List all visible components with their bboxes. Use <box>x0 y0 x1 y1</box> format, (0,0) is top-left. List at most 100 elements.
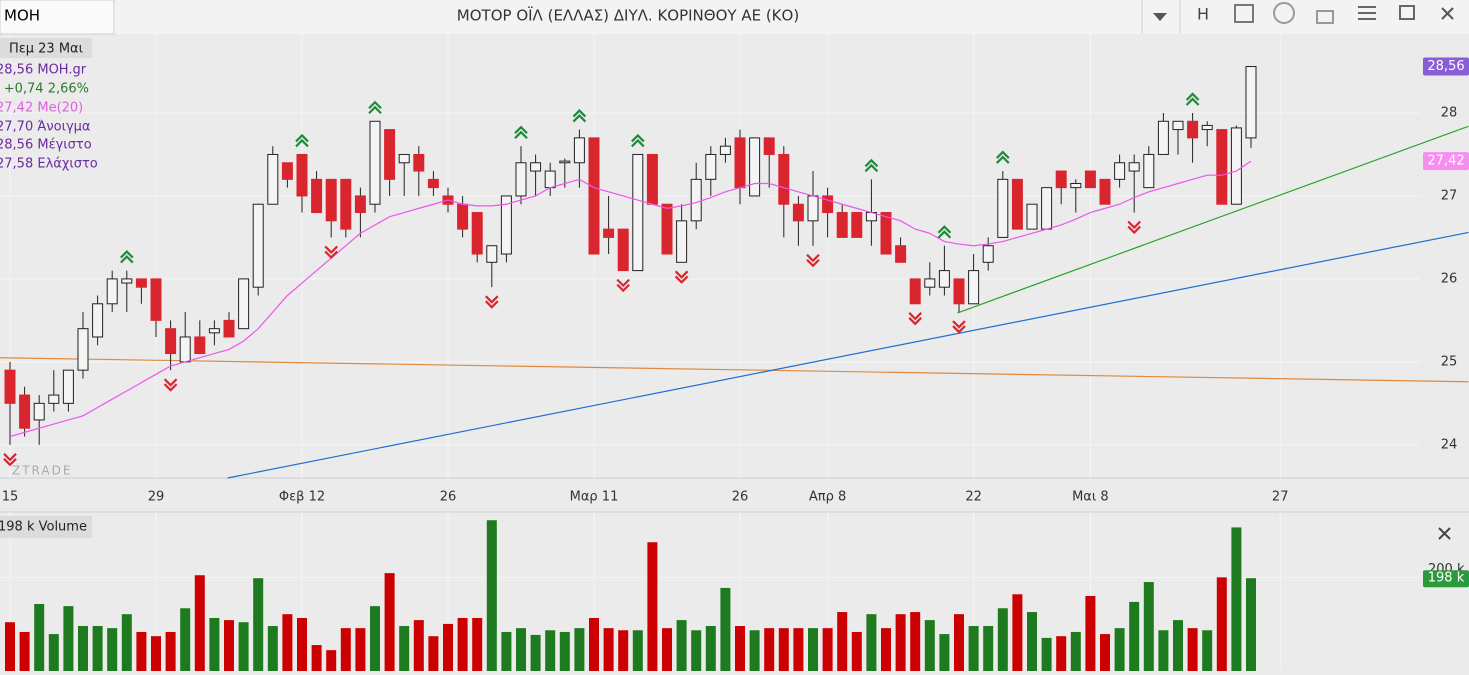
candle-body <box>1011 178 1023 230</box>
volume-bar <box>516 628 526 671</box>
volume-bar <box>48 634 59 671</box>
volume-bar <box>443 623 453 671</box>
window-title: ΜΟΤΟΡ ΟΪΛ (ΕΛΛΑΣ) ΔΙΥΛ. ΚΟΡΙΝΘΟΥ ΑΕ (ΚΟ) <box>457 6 799 25</box>
candle-body <box>1157 120 1169 155</box>
candle-body <box>632 153 644 272</box>
candle-body <box>1026 203 1038 230</box>
close-icon[interactable] <box>1441 7 1454 20</box>
y-tick-label: 28 <box>1441 105 1458 120</box>
volume-bar <box>5 622 15 671</box>
candle-body <box>544 170 556 189</box>
volume-bar <box>297 617 307 671</box>
candle-body <box>384 129 396 180</box>
candle-body <box>311 178 323 214</box>
volume-bar <box>1041 637 1052 671</box>
ma-badge-bg <box>1423 152 1469 171</box>
candle-body <box>559 160 571 164</box>
icon[interactable] <box>1234 4 1254 23</box>
candle-body <box>617 228 629 272</box>
icon[interactable] <box>1316 10 1334 24</box>
volume-close[interactable] <box>1438 527 1451 540</box>
volume-bar <box>822 628 833 671</box>
y-tick-label: 24 <box>1441 437 1458 452</box>
signal-up <box>572 109 587 123</box>
candle-body <box>150 278 162 321</box>
icon[interactable] <box>1273 2 1295 24</box>
signal-down <box>674 270 689 284</box>
icon[interactable] <box>1358 6 1376 20</box>
volume-bar <box>457 617 468 671</box>
volume-bar <box>1202 630 1213 671</box>
volume-bar <box>34 604 45 671</box>
candle-body <box>1128 162 1140 172</box>
candle-body <box>1055 170 1067 189</box>
candle-body <box>997 178 1009 238</box>
signal-down <box>952 320 966 334</box>
signal-down <box>3 453 17 467</box>
candle-body <box>588 137 600 255</box>
candle-body <box>4 369 16 404</box>
volume-bar <box>574 628 585 671</box>
legend-date-bg <box>0 38 92 58</box>
icon[interactable] <box>1399 5 1415 20</box>
volume-bar <box>1158 630 1169 671</box>
x-tick-label: 22 <box>965 490 982 505</box>
signal-up <box>1185 92 1200 106</box>
signal-down <box>616 278 630 293</box>
volume-badge-bg <box>1423 570 1469 588</box>
candle-body <box>413 153 425 172</box>
volume-bar <box>501 631 512 671</box>
candle-body <box>807 195 819 222</box>
volume-bar <box>647 542 658 671</box>
volume-bar <box>1231 527 1242 671</box>
volume-title-bg <box>0 516 92 538</box>
tab[interactable] <box>0 0 115 35</box>
volume-bar <box>1187 628 1198 671</box>
volume-bar <box>63 606 74 671</box>
x-tick-label: 26 <box>440 490 457 505</box>
legend-open: 27,70 Άνοιγμα <box>0 120 91 135</box>
volume-bar <box>151 636 161 671</box>
candle-body <box>603 228 615 238</box>
volume-bar <box>413 620 424 671</box>
volume-bar <box>851 631 862 671</box>
candle-body <box>661 203 673 255</box>
volume-bar <box>19 631 30 671</box>
candle-body <box>880 212 892 255</box>
candle-body <box>238 278 250 330</box>
candle-body <box>1245 66 1257 139</box>
candle-body <box>938 270 950 288</box>
volume-badge: 198 k <box>1428 571 1465 586</box>
volume-bar <box>1012 594 1023 671</box>
candle-body <box>1143 153 1155 189</box>
volume-bar <box>1173 620 1183 671</box>
candle-body <box>252 203 264 288</box>
volume-bar <box>1114 628 1125 671</box>
x-tick-label: Απρ 8 <box>809 490 846 505</box>
candle-body <box>77 328 89 371</box>
candle-body <box>398 153 410 164</box>
volume-bar <box>311 645 322 671</box>
volume-bar <box>340 628 351 671</box>
trendline <box>0 357 1469 383</box>
volume-bar <box>1143 582 1154 671</box>
volume-bar <box>326 650 337 671</box>
signal-down <box>485 295 499 309</box>
x-tick-label: Μαρ 11 <box>570 490 619 505</box>
h-button[interactable]: H <box>1197 5 1209 24</box>
candle-body <box>763 137 775 155</box>
candle-body <box>1070 182 1082 189</box>
candle-body <box>267 153 279 205</box>
volume-bar <box>1100 634 1110 671</box>
watermark: ZTRADE <box>12 464 72 478</box>
volume-bar <box>136 631 147 671</box>
volume-bar <box>92 626 103 671</box>
volume-bar <box>428 636 439 671</box>
volume-bar <box>749 630 760 671</box>
candle-body <box>179 336 191 363</box>
tab-label: MOH <box>4 7 40 25</box>
volume-bar <box>1216 577 1227 671</box>
dropdown[interactable] <box>1153 13 1167 21</box>
candle-body <box>822 195 834 214</box>
